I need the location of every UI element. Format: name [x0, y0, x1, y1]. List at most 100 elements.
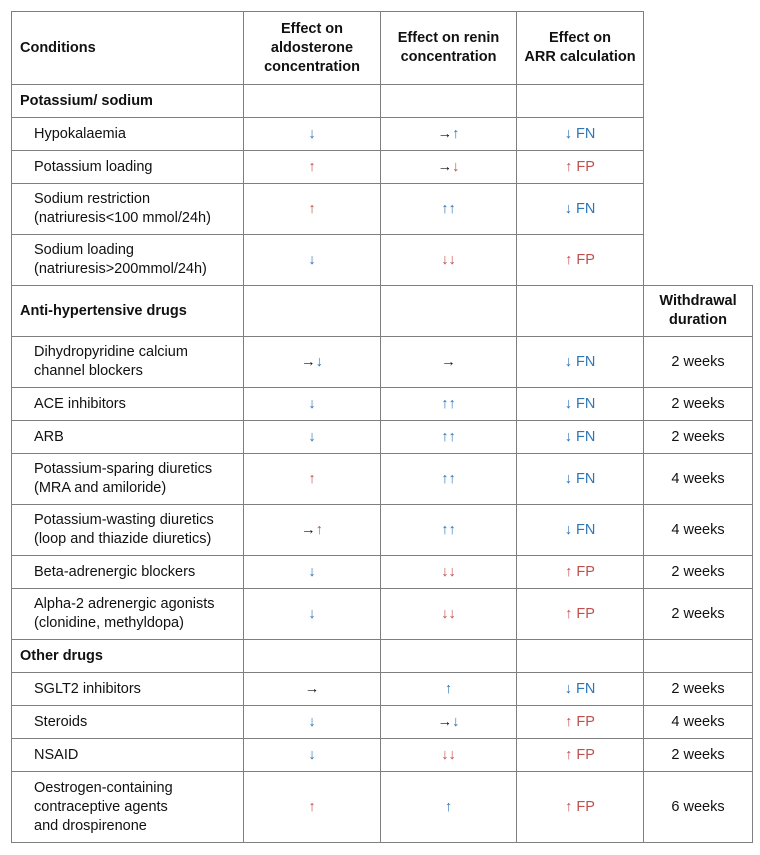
aldosterone-effect: ↑ — [243, 771, 381, 843]
renin-effect: →↓ — [380, 150, 517, 184]
condition-label: Potassium-sparing diuretics (MRA and ami… — [11, 453, 244, 505]
arr-effect: ↑ FP — [516, 771, 644, 843]
condition-label: Potassium-wasting diuretics (loop and th… — [11, 504, 244, 556]
arr-effect: ↑ FP — [516, 555, 644, 589]
arr-effect: ↓ FN — [516, 387, 644, 421]
withdrawal-duration: 2 weeks — [643, 672, 753, 706]
renin-effect: ↑↑ — [380, 504, 517, 556]
aldosterone-effect: ↓ — [243, 117, 381, 151]
aldosterone-effect: ↓ — [243, 588, 381, 640]
arrow-icon: ↓ — [308, 428, 316, 445]
arrow-icon: → — [437, 125, 453, 142]
arr-result-label: ↑ FP — [565, 158, 595, 175]
withdrawal-duration: 2 weeks — [643, 588, 753, 640]
arrow-icon: ↓ — [308, 746, 316, 763]
table-row: Potassium-sparing diuretics (MRA and ami… — [11, 453, 753, 505]
aldosterone-effect: ↓ — [243, 705, 381, 739]
withdrawal-duration: 4 weeks — [643, 705, 753, 739]
withdrawal-duration: 2 weeks — [643, 387, 753, 421]
arrow-icon: → — [301, 521, 316, 538]
arrow-icon: ↓↓ — [441, 605, 456, 622]
arrow-icon: → — [437, 713, 453, 730]
arr-result-label: ↑ FP — [565, 713, 595, 730]
arr-result-label: ↑ FP — [565, 251, 595, 268]
header-withdrawal-duration — [643, 639, 753, 673]
aldosterone-effect: →↑ — [243, 504, 381, 556]
renin-effect: → — [380, 336, 517, 388]
arrow-icon: ↑↑ — [441, 470, 456, 487]
aldosterone-effect: ↑ — [243, 183, 381, 235]
arr-result-label: ↓ FN — [564, 428, 596, 445]
blank-cell — [644, 151, 753, 184]
withdrawal-duration: 6 weeks — [643, 771, 753, 843]
table-row: Oestrogen-containing contraceptive agent… — [11, 771, 753, 843]
header-renin: Effect on renin concentration — [380, 11, 517, 85]
condition-label: Dihydropyridine calcium channel blockers — [11, 336, 244, 388]
condition-label: Beta-adrenergic blockers — [11, 555, 244, 589]
renin-effect: ↓↓ — [380, 555, 517, 589]
withdrawal-duration: 2 weeks — [643, 336, 753, 388]
arrow-icon: ↓ — [308, 563, 316, 580]
withdrawal-duration: 2 weeks — [643, 738, 753, 772]
renin-effect: ↑↑ — [380, 387, 517, 421]
condition-label: Potassium loading — [11, 150, 244, 184]
arrow-icon: ↑ — [444, 680, 453, 697]
renin-effect: →↑ — [380, 117, 517, 151]
empty-cell — [516, 285, 644, 337]
aldosterone-effect: ↓ — [243, 234, 381, 286]
blank-cell — [644, 184, 753, 235]
arr-effect: ↓ FN — [516, 336, 644, 388]
header-conditions: Conditions — [11, 11, 244, 85]
table-row: ACE inhibitors ↓ ↑↑ ↓ FN 2 weeks — [11, 387, 753, 421]
condition-label: Hypokalaemia — [11, 117, 244, 151]
empty-cell — [243, 285, 381, 337]
arr-effect: ↓ FN — [516, 453, 644, 505]
arrow-icon: ↑↑ — [441, 200, 456, 217]
withdrawal-duration: 4 weeks — [643, 453, 753, 505]
withdrawal-duration: 2 weeks — [643, 555, 753, 589]
table-row: Potassium loading ↑ →↓ ↑ FP — [11, 150, 753, 184]
arr-result-label: ↓ FN — [564, 395, 596, 412]
arrow-icon: ↓↓ — [441, 746, 456, 763]
table-row: Steroids ↓ →↓ ↑ FP 4 weeks — [11, 705, 753, 739]
table-row: Alpha-2 adrenergic agonists (clonidine, … — [11, 588, 753, 640]
condition-label: Sodium loading (natriuresis>200mmol/24h) — [11, 234, 244, 286]
renin-effect: ↑↑ — [380, 420, 517, 454]
section-row: Anti-hypertensive drugs Withdrawal durati… — [11, 285, 753, 337]
arr-effect: ↑ FP — [516, 234, 644, 286]
renin-effect: ↓↓ — [380, 588, 517, 640]
renin-effect: →↓ — [380, 705, 517, 739]
arr-result-label: ↓ FN — [564, 680, 596, 697]
arrow-icon: ↑ — [308, 158, 316, 175]
arrow-icon: ↑ — [308, 798, 316, 815]
table-row: Hypokalaemia ↓ →↑ ↓ FN — [11, 117, 753, 151]
aldosterone-effect: ↓ — [243, 555, 381, 589]
section-label: Other drugs — [11, 639, 244, 673]
empty-cell — [380, 84, 517, 118]
arrow-icon: ↓ — [308, 605, 316, 622]
renin-effect: ↑ — [380, 771, 517, 843]
arr-result-label: ↓ FN — [564, 521, 596, 538]
arrow-icon: ↓ — [308, 395, 316, 412]
arr-result-label: ↓ FN — [564, 125, 596, 142]
condition-label: Oestrogen-containing contraceptive agent… — [11, 771, 244, 843]
arr-result-label: ↑ FP — [565, 605, 595, 622]
renin-effect: ↓↓ — [380, 234, 517, 286]
header-row: Conditions Effect on aldosterone concentr… — [11, 11, 753, 85]
aldosterone-effect: →↓ — [243, 336, 381, 388]
aldosterone-effect: ↑ — [243, 150, 381, 184]
table-row: Potassium-wasting diuretics (loop and th… — [11, 504, 753, 556]
blank-cell — [644, 85, 753, 118]
withdrawal-duration: 4 weeks — [643, 504, 753, 556]
table-row: Sodium restriction (natriuresis<100 mmol… — [11, 183, 753, 235]
arrow-icon: ↓↓ — [441, 251, 456, 268]
empty-cell — [516, 639, 644, 673]
arrow-icon: ↓↓ — [441, 563, 456, 580]
drug-effects-table: Conditions Effect on aldosterone concentr… — [11, 11, 753, 843]
arr-result-label: ↓ FN — [564, 353, 596, 370]
condition-label: ARB — [11, 420, 244, 454]
arrow-icon: ↑ — [452, 125, 460, 142]
arrow-icon: ↑↑ — [441, 521, 456, 538]
arrow-icon: ↑↑ — [441, 428, 456, 445]
arrow-icon: ↓ — [315, 353, 323, 370]
